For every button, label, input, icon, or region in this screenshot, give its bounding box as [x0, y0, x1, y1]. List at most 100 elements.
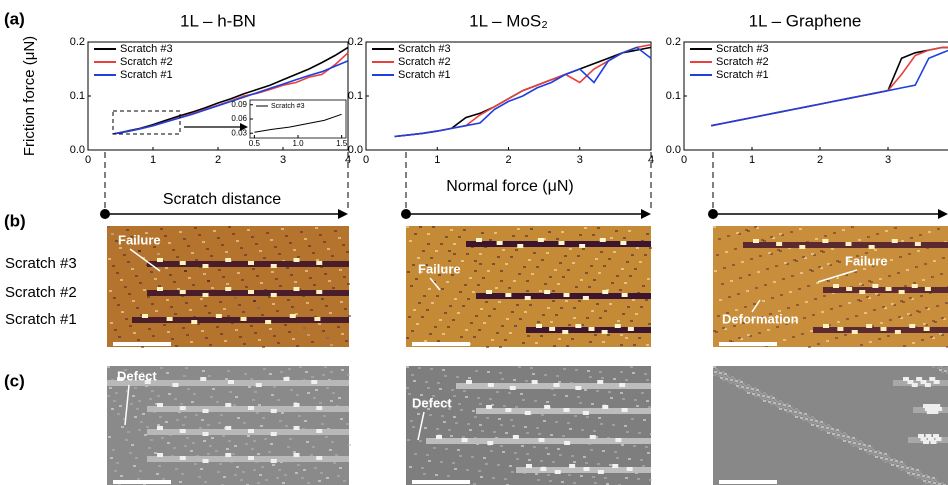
texture	[542, 314, 545, 316]
debris	[228, 380, 234, 384]
texture	[453, 243, 456, 245]
texture	[716, 254, 719, 256]
texture	[174, 313, 177, 315]
texture	[725, 251, 728, 253]
texture	[541, 414, 544, 416]
texture	[615, 230, 618, 232]
texture	[893, 304, 896, 306]
texture	[591, 403, 594, 405]
texture	[223, 476, 226, 478]
texture	[490, 450, 493, 452]
texture	[234, 445, 237, 447]
texture	[593, 430, 596, 432]
texture	[161, 437, 164, 439]
texture	[304, 238, 307, 240]
texture	[428, 460, 431, 462]
texture	[110, 457, 113, 459]
texture	[262, 346, 265, 348]
debris	[776, 242, 783, 246]
texture	[522, 399, 525, 401]
texture	[314, 467, 317, 469]
texture	[762, 300, 765, 302]
texture	[603, 265, 606, 267]
texture	[864, 449, 867, 451]
debris	[925, 434, 932, 438]
texture	[444, 375, 447, 377]
annotation: Failure	[118, 232, 161, 247]
texture	[714, 270, 717, 272]
texture	[846, 318, 849, 320]
panel-label: (c)	[4, 371, 25, 390]
arrow-head	[938, 209, 948, 219]
texture	[885, 230, 888, 232]
texture	[909, 474, 912, 476]
texture	[779, 250, 782, 252]
legend-label: Scratch #1	[398, 69, 451, 81]
texture	[610, 237, 613, 239]
texture	[234, 474, 237, 476]
texture	[794, 320, 797, 322]
texture	[547, 453, 550, 455]
texture	[795, 260, 798, 262]
texture	[634, 268, 637, 270]
texture	[650, 292, 653, 294]
debris	[540, 467, 547, 471]
texture	[937, 228, 940, 230]
texture	[216, 326, 219, 328]
texture	[177, 288, 180, 290]
texture	[807, 285, 810, 287]
texture	[198, 476, 201, 478]
debris	[928, 437, 934, 441]
debris	[142, 314, 148, 318]
texture	[561, 481, 564, 483]
texture	[942, 257, 945, 259]
texture	[473, 483, 476, 485]
texture	[726, 375, 729, 377]
texture	[744, 385, 747, 387]
texture	[916, 469, 919, 471]
debris	[466, 380, 472, 384]
debris	[602, 405, 609, 409]
texture	[900, 469, 903, 471]
texture	[804, 413, 807, 415]
texture	[742, 383, 745, 385]
texture	[745, 390, 748, 392]
texture	[236, 466, 239, 468]
texture	[836, 277, 839, 279]
texture	[134, 416, 137, 418]
texture	[838, 431, 841, 433]
texture	[813, 254, 816, 256]
texture	[944, 370, 947, 372]
texture	[860, 445, 863, 447]
texture	[306, 302, 309, 304]
texture	[266, 232, 269, 234]
texture	[274, 246, 277, 248]
texture	[185, 367, 188, 369]
texture	[759, 255, 762, 257]
texture	[847, 258, 850, 260]
texture	[874, 249, 877, 251]
texture	[107, 395, 110, 397]
texture	[783, 404, 786, 406]
texture	[478, 329, 481, 331]
texture	[755, 392, 758, 394]
texture	[198, 234, 201, 236]
texture	[714, 371, 717, 373]
texture	[472, 291, 475, 293]
texture	[632, 372, 635, 374]
texture	[889, 319, 892, 321]
texture	[406, 337, 409, 339]
texture	[738, 337, 741, 339]
texture	[254, 332, 257, 334]
texture	[269, 373, 272, 375]
texture	[135, 457, 138, 459]
texture	[479, 424, 482, 426]
texture	[574, 415, 577, 417]
texture	[802, 256, 805, 258]
texture	[560, 307, 563, 309]
debris	[582, 296, 589, 300]
texture	[770, 253, 773, 255]
texture	[211, 287, 214, 289]
texture	[811, 424, 814, 426]
texture	[333, 462, 336, 464]
